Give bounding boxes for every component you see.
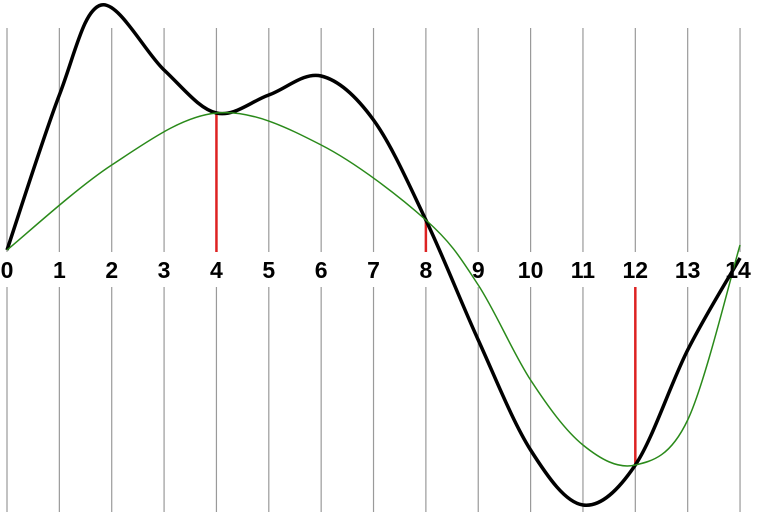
x-tick-label: 11 [571, 257, 596, 283]
x-tick-label: 8 [419, 257, 432, 283]
x-tick-label: 0 [1, 257, 14, 283]
x-tick-label: 1 [53, 257, 66, 283]
x-tick-label: 12 [623, 257, 649, 283]
x-tick-label: 7 [367, 257, 380, 283]
x-tick-label: 9 [472, 257, 485, 283]
green-curve [6, 111, 741, 467]
x-tick-label: 5 [262, 257, 275, 283]
x-tick-label: 2 [105, 257, 118, 283]
black-curve [5, 3, 742, 507]
x-tick-label: 14 [725, 257, 751, 283]
x-tick-label: 4 [210, 257, 223, 283]
x-tick-label: 3 [158, 257, 171, 283]
x-tick-label: 10 [518, 257, 544, 283]
x-tick-label: 6 [315, 257, 328, 283]
x-tick-label: 13 [675, 257, 701, 283]
